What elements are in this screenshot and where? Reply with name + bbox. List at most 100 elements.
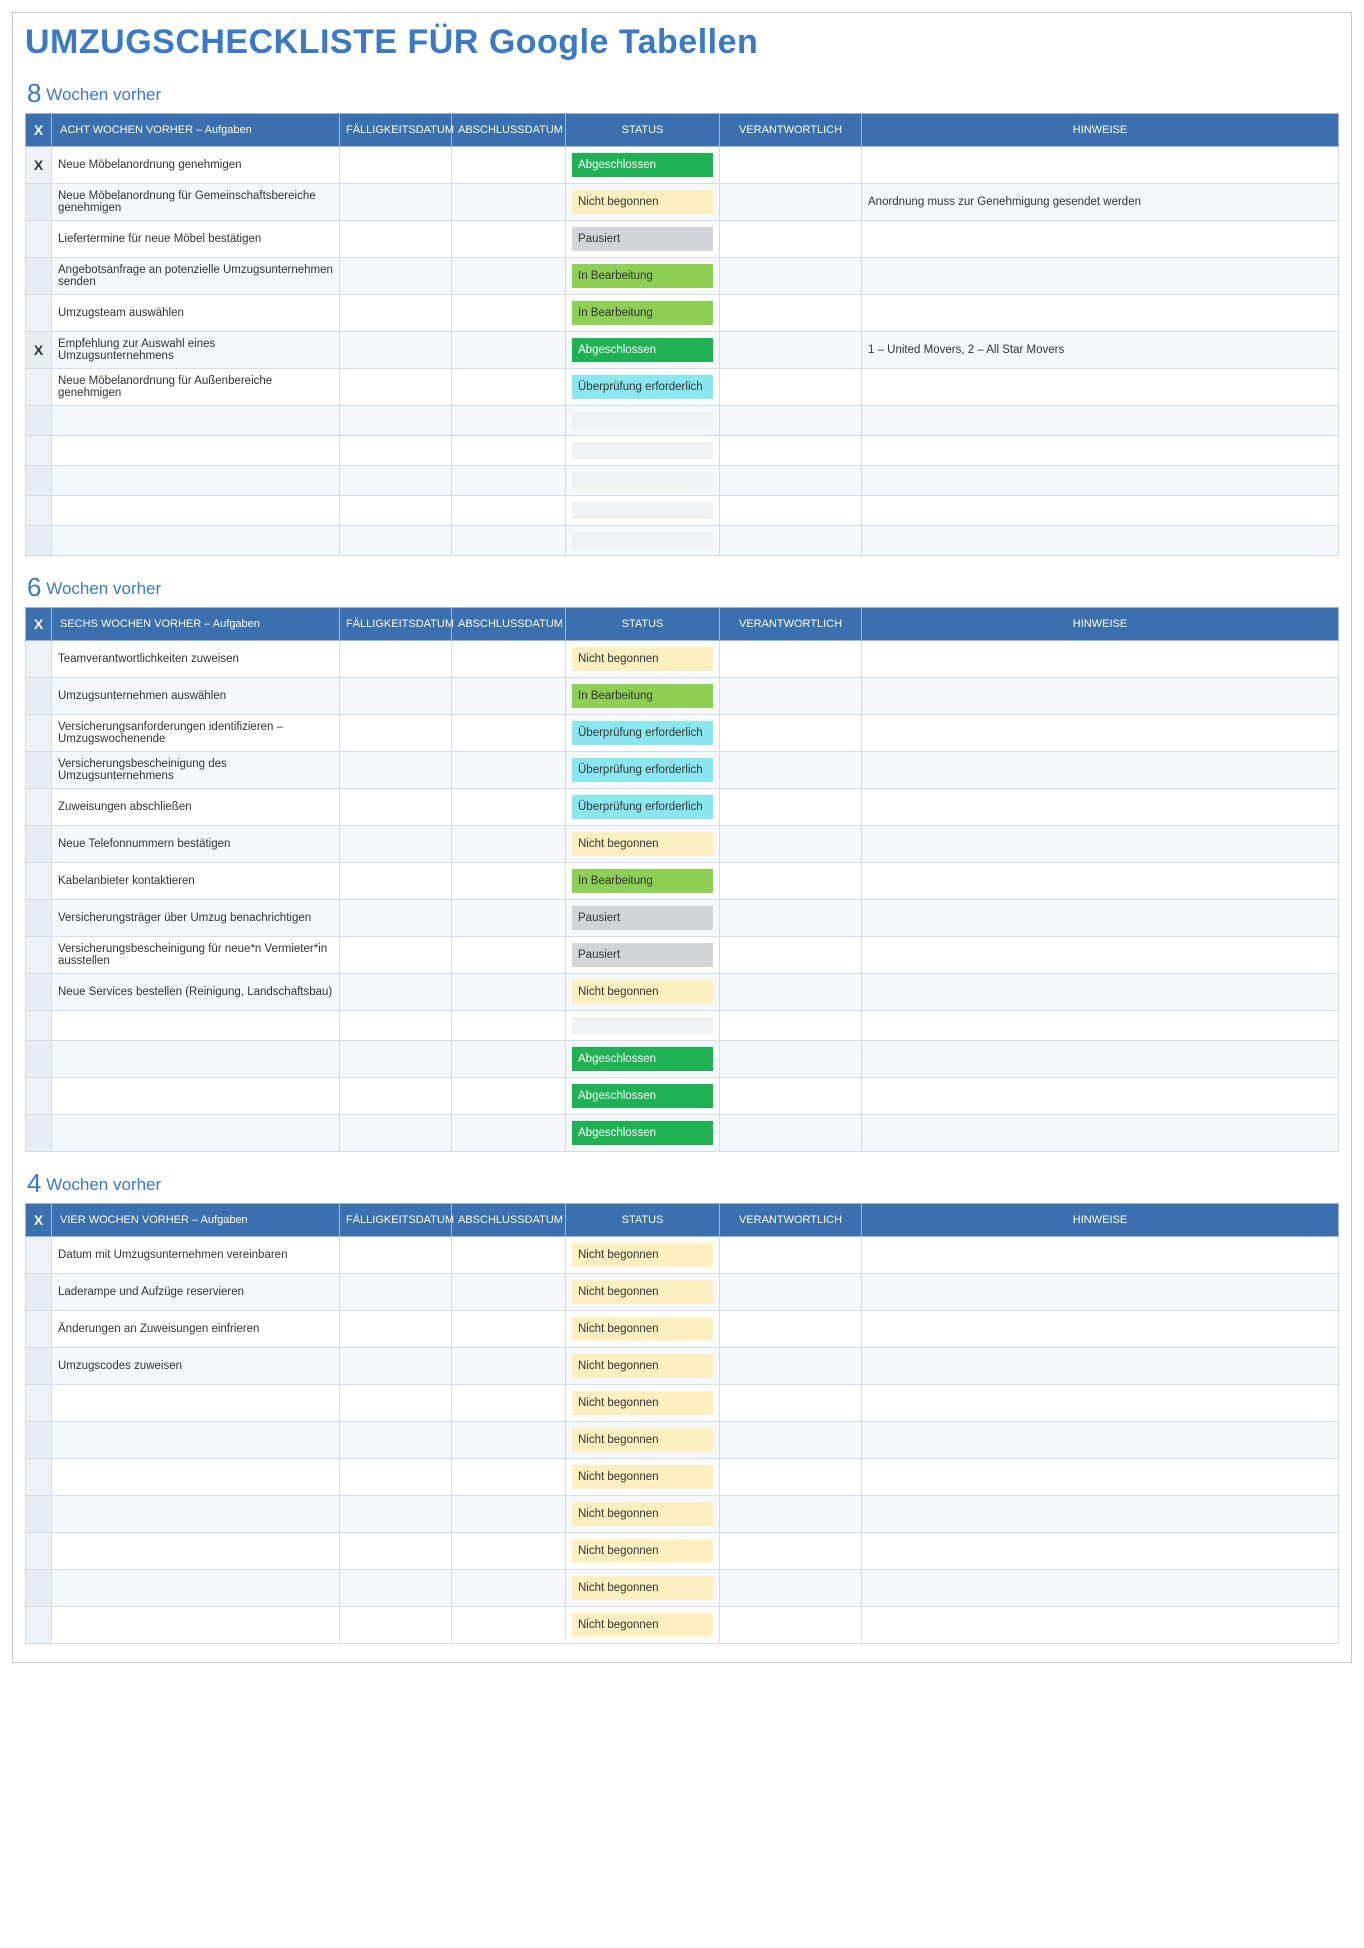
task-cell[interactable]: Neue Möbelanordnung genehmigen bbox=[52, 147, 340, 184]
check-cell[interactable] bbox=[26, 1422, 52, 1459]
responsible-cell[interactable] bbox=[720, 1459, 862, 1496]
check-cell[interactable] bbox=[26, 641, 52, 678]
responsible-cell[interactable] bbox=[720, 1311, 862, 1348]
check-cell[interactable] bbox=[26, 1607, 52, 1644]
notes-cell[interactable] bbox=[862, 1422, 1339, 1459]
check-cell[interactable] bbox=[26, 184, 52, 221]
task-cell[interactable]: Laderampe und Aufzüge reservieren bbox=[52, 1274, 340, 1311]
notes-cell[interactable] bbox=[862, 258, 1339, 295]
task-cell[interactable]: Versicherungsanforderungen identifiziere… bbox=[52, 715, 340, 752]
due-cell[interactable] bbox=[340, 526, 452, 556]
status-cell[interactable] bbox=[566, 526, 720, 556]
completed-cell[interactable] bbox=[452, 1607, 566, 1644]
completed-cell[interactable] bbox=[452, 641, 566, 678]
completed-cell[interactable] bbox=[452, 937, 566, 974]
completed-cell[interactable] bbox=[452, 752, 566, 789]
status-cell[interactable] bbox=[566, 466, 720, 496]
due-cell[interactable] bbox=[340, 369, 452, 406]
task-cell[interactable]: Versicherungsträger über Umzug benachric… bbox=[52, 900, 340, 937]
status-cell[interactable]: Abgeschlossen bbox=[566, 1078, 720, 1115]
completed-cell[interactable] bbox=[452, 1274, 566, 1311]
completed-cell[interactable] bbox=[452, 1348, 566, 1385]
status-cell[interactable]: Nicht begonnen bbox=[566, 1348, 720, 1385]
notes-cell[interactable] bbox=[862, 1115, 1339, 1152]
check-cell[interactable] bbox=[26, 900, 52, 937]
notes-cell[interactable] bbox=[862, 900, 1339, 937]
notes-cell[interactable] bbox=[862, 436, 1339, 466]
due-cell[interactable] bbox=[340, 752, 452, 789]
status-cell[interactable]: Abgeschlossen bbox=[566, 332, 720, 369]
status-cell[interactable]: In Bearbeitung bbox=[566, 295, 720, 332]
completed-cell[interactable] bbox=[452, 258, 566, 295]
task-cell[interactable]: Zuweisungen abschließen bbox=[52, 789, 340, 826]
due-cell[interactable] bbox=[340, 1348, 452, 1385]
status-cell[interactable] bbox=[566, 436, 720, 466]
status-cell[interactable]: Nicht begonnen bbox=[566, 1422, 720, 1459]
task-cell[interactable] bbox=[52, 1570, 340, 1607]
status-cell[interactable]: Abgeschlossen bbox=[566, 1115, 720, 1152]
responsible-cell[interactable] bbox=[720, 1422, 862, 1459]
status-cell[interactable]: Abgeschlossen bbox=[566, 147, 720, 184]
notes-cell[interactable] bbox=[862, 826, 1339, 863]
completed-cell[interactable] bbox=[452, 1570, 566, 1607]
status-cell[interactable]: Überprüfung erforderlich bbox=[566, 752, 720, 789]
completed-cell[interactable] bbox=[452, 436, 566, 466]
check-cell[interactable] bbox=[26, 1041, 52, 1078]
notes-cell[interactable] bbox=[862, 147, 1339, 184]
responsible-cell[interactable] bbox=[720, 1496, 862, 1533]
task-cell[interactable]: Datum mit Umzugsunternehmen vereinbaren bbox=[52, 1237, 340, 1274]
notes-cell[interactable] bbox=[862, 974, 1339, 1011]
completed-cell[interactable] bbox=[452, 1311, 566, 1348]
task-cell[interactable] bbox=[52, 1041, 340, 1078]
completed-cell[interactable] bbox=[452, 789, 566, 826]
check-cell[interactable] bbox=[26, 1274, 52, 1311]
status-cell[interactable] bbox=[566, 406, 720, 436]
check-cell[interactable]: X bbox=[26, 332, 52, 369]
task-cell[interactable] bbox=[52, 436, 340, 466]
check-cell[interactable] bbox=[26, 526, 52, 556]
check-cell[interactable] bbox=[26, 258, 52, 295]
responsible-cell[interactable] bbox=[720, 752, 862, 789]
status-cell[interactable]: Abgeschlossen bbox=[566, 1041, 720, 1078]
responsible-cell[interactable] bbox=[720, 184, 862, 221]
task-cell[interactable] bbox=[52, 496, 340, 526]
check-cell[interactable] bbox=[26, 406, 52, 436]
task-cell[interactable]: Teamverantwortlichkeiten zuweisen bbox=[52, 641, 340, 678]
responsible-cell[interactable] bbox=[720, 937, 862, 974]
responsible-cell[interactable] bbox=[720, 1348, 862, 1385]
due-cell[interactable] bbox=[340, 1607, 452, 1644]
notes-cell[interactable] bbox=[862, 406, 1339, 436]
status-cell[interactable]: Nicht begonnen bbox=[566, 1459, 720, 1496]
responsible-cell[interactable] bbox=[720, 406, 862, 436]
responsible-cell[interactable] bbox=[720, 466, 862, 496]
status-cell[interactable]: In Bearbeitung bbox=[566, 258, 720, 295]
notes-cell[interactable] bbox=[862, 789, 1339, 826]
completed-cell[interactable] bbox=[452, 863, 566, 900]
completed-cell[interactable] bbox=[452, 1385, 566, 1422]
due-cell[interactable] bbox=[340, 1274, 452, 1311]
check-cell[interactable] bbox=[26, 295, 52, 332]
task-cell[interactable]: Änderungen an Zuweisungen einfrieren bbox=[52, 1311, 340, 1348]
due-cell[interactable] bbox=[340, 436, 452, 466]
responsible-cell[interactable] bbox=[720, 1011, 862, 1041]
status-cell[interactable]: Nicht begonnen bbox=[566, 1570, 720, 1607]
responsible-cell[interactable] bbox=[720, 221, 862, 258]
due-cell[interactable] bbox=[340, 641, 452, 678]
check-cell[interactable] bbox=[26, 221, 52, 258]
responsible-cell[interactable] bbox=[720, 863, 862, 900]
responsible-cell[interactable] bbox=[720, 641, 862, 678]
notes-cell[interactable] bbox=[862, 715, 1339, 752]
responsible-cell[interactable] bbox=[720, 678, 862, 715]
check-cell[interactable] bbox=[26, 369, 52, 406]
check-cell[interactable]: X bbox=[26, 147, 52, 184]
task-cell[interactable]: Umzugscodes zuweisen bbox=[52, 1348, 340, 1385]
due-cell[interactable] bbox=[340, 1078, 452, 1115]
completed-cell[interactable] bbox=[452, 1422, 566, 1459]
responsible-cell[interactable] bbox=[720, 147, 862, 184]
completed-cell[interactable] bbox=[452, 974, 566, 1011]
status-cell[interactable]: Pausiert bbox=[566, 937, 720, 974]
check-cell[interactable] bbox=[26, 496, 52, 526]
check-cell[interactable] bbox=[26, 1496, 52, 1533]
task-cell[interactable] bbox=[52, 1496, 340, 1533]
check-cell[interactable] bbox=[26, 1311, 52, 1348]
